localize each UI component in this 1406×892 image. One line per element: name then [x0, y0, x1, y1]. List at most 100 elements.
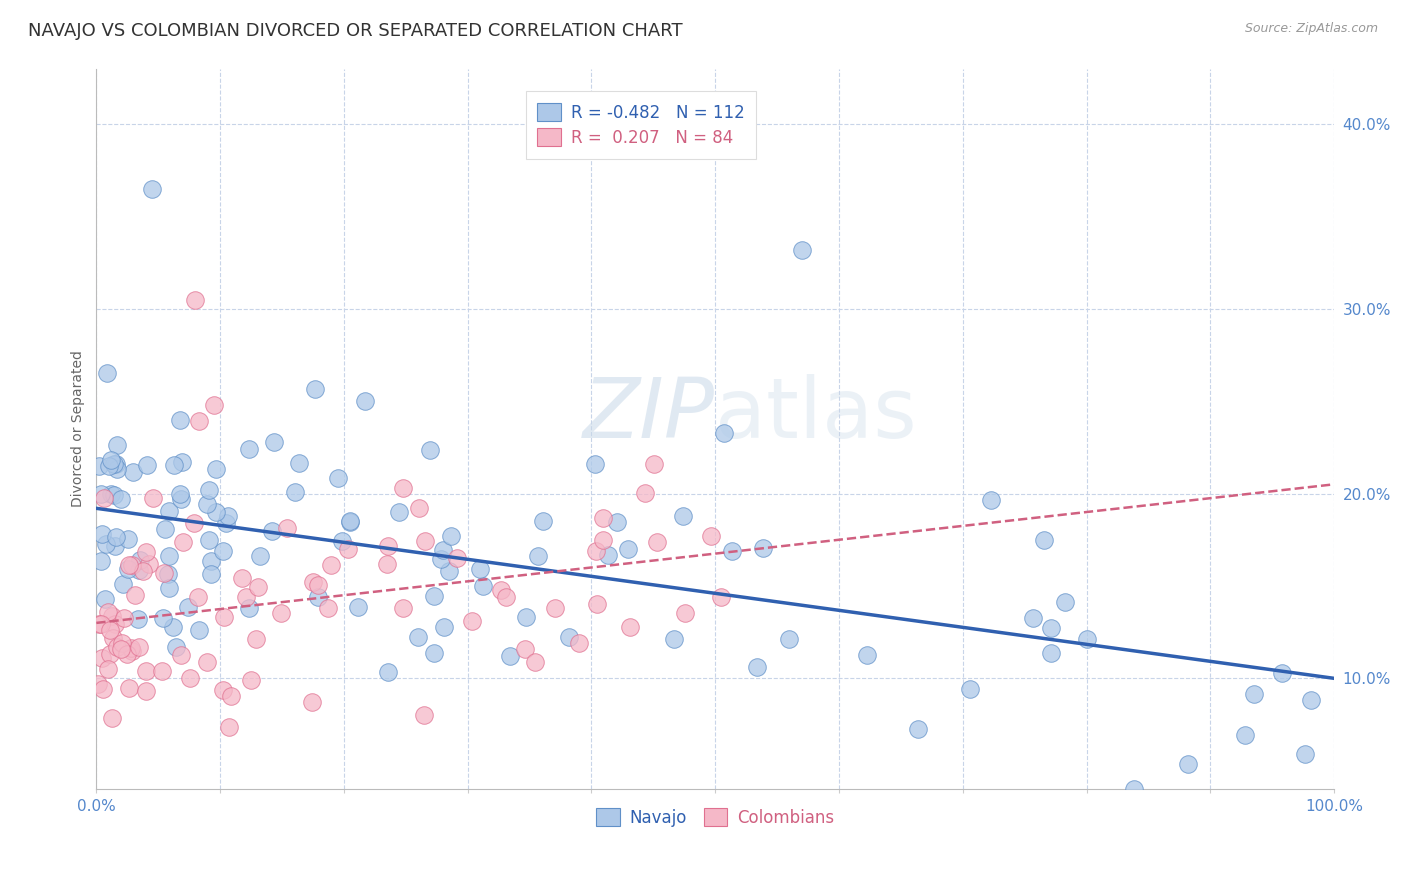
- Point: [104, 531, 127, 545]
- Point: [100, 624, 122, 638]
- Text: atlas: atlas: [716, 374, 917, 455]
- Point: [643, 457, 665, 471]
- Point: [103, 457, 125, 471]
- Point: [121, 465, 143, 479]
- Point: [439, 528, 461, 542]
- Point: [128, 640, 150, 654]
- Point: [316, 601, 339, 615]
- Point: [235, 591, 257, 605]
- Point: [105, 438, 128, 452]
- Point: [907, 722, 929, 736]
- Point: [392, 481, 415, 495]
- Point: [98, 459, 121, 474]
- Point: [523, 655, 546, 669]
- Point: [585, 543, 607, 558]
- Point: [1040, 621, 1063, 635]
- Point: [471, 579, 494, 593]
- Point: [212, 610, 235, 624]
- Point: [135, 684, 157, 698]
- Legend: Navajo, Colombians: Navajo, Colombians: [588, 799, 842, 835]
- Point: [1271, 666, 1294, 681]
- Point: [790, 243, 813, 257]
- Point: [195, 497, 218, 511]
- Point: [120, 640, 142, 655]
- Point: [100, 487, 122, 501]
- Point: [195, 656, 218, 670]
- Point: [135, 545, 157, 559]
- Text: Source: ZipAtlas.com: Source: ZipAtlas.com: [1244, 22, 1378, 36]
- Point: [117, 533, 139, 547]
- Point: [104, 539, 127, 553]
- Point: [1076, 632, 1098, 646]
- Point: [1032, 533, 1054, 547]
- Point: [87, 617, 110, 632]
- Point: [499, 648, 522, 663]
- Point: [270, 606, 292, 620]
- Point: [128, 563, 150, 577]
- Point: [408, 500, 430, 515]
- Point: [1123, 782, 1146, 797]
- Point: [205, 505, 228, 519]
- Point: [606, 515, 628, 529]
- Point: [406, 630, 429, 644]
- Point: [90, 526, 112, 541]
- Point: [377, 539, 399, 553]
- Point: [129, 553, 152, 567]
- Point: [157, 549, 180, 563]
- Point: [105, 640, 128, 654]
- Point: [212, 544, 235, 558]
- Point: [339, 515, 361, 529]
- Point: [111, 577, 134, 591]
- Point: [110, 641, 132, 656]
- Point: [1301, 693, 1323, 707]
- Point: [90, 554, 112, 568]
- Point: [218, 720, 240, 734]
- Point: [184, 293, 207, 307]
- Point: [1234, 728, 1257, 742]
- Point: [163, 458, 186, 472]
- Point: [1243, 687, 1265, 701]
- Point: [1039, 646, 1062, 660]
- Point: [423, 646, 446, 660]
- Point: [245, 632, 267, 646]
- Point: [634, 485, 657, 500]
- Point: [97, 662, 120, 676]
- Point: [495, 590, 517, 604]
- Point: [239, 673, 262, 687]
- Point: [617, 542, 640, 557]
- Point: [177, 599, 200, 614]
- Point: [276, 521, 298, 535]
- Point: [304, 383, 326, 397]
- Text: ZIP: ZIP: [583, 374, 716, 455]
- Point: [91, 681, 114, 696]
- Point: [980, 493, 1002, 508]
- Point: [103, 488, 125, 502]
- Point: [263, 434, 285, 449]
- Point: [105, 458, 128, 472]
- Point: [117, 561, 139, 575]
- Point: [153, 522, 176, 536]
- Point: [115, 647, 138, 661]
- Point: [470, 562, 492, 576]
- Point: [1054, 595, 1077, 609]
- Point: [157, 566, 180, 581]
- Point: [202, 398, 225, 412]
- Point: [187, 591, 209, 605]
- Point: [558, 630, 581, 644]
- Point: [249, 549, 271, 563]
- Point: [301, 695, 323, 709]
- Point: [1294, 747, 1316, 762]
- Point: [96, 366, 118, 380]
- Point: [419, 443, 441, 458]
- Point: [388, 505, 411, 519]
- Point: [170, 491, 193, 506]
- Point: [110, 491, 132, 506]
- Point: [1177, 756, 1199, 771]
- Point: [319, 558, 342, 573]
- Point: [214, 516, 236, 531]
- Point: [105, 462, 128, 476]
- Point: [330, 534, 353, 549]
- Point: [721, 544, 744, 558]
- Point: [700, 529, 723, 543]
- Point: [157, 581, 180, 595]
